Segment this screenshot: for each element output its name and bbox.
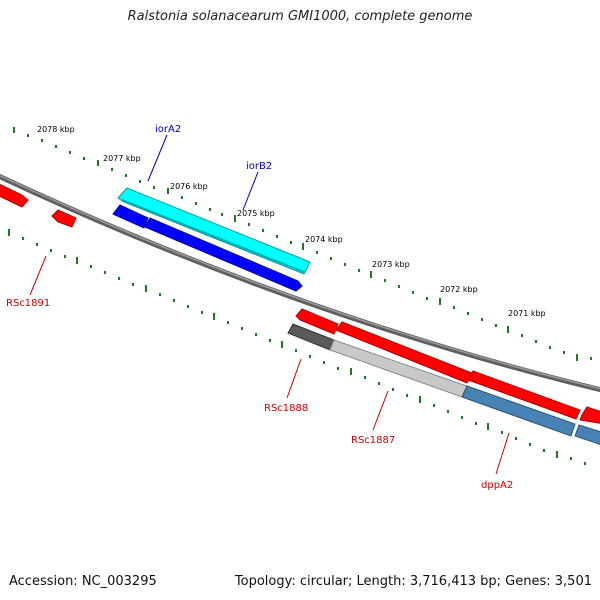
cds-feature-iorB2[interactable] [144,217,303,292]
inner-tick-row [8,229,586,465]
cds-feature-red-upper-4[interactable] [579,406,600,424]
gene-label-rsc1887: RSc1887 [351,435,395,446]
leader-rsc1888 [286,358,302,399]
cds-iorA2-shade [121,199,305,273]
map-title: Ralstonia solanacearum GMI1000, complete… [127,9,473,24]
leader-dppA2 [495,432,510,475]
cds-feature-red-upper-1[interactable] [295,308,339,335]
genome-summary-text: Topology: circular; Length: 3,716,413 bp… [234,574,592,589]
gene-label-rsc1888: RSc1888 [264,403,308,414]
scale-label-2074: 2074 kbp [305,235,343,244]
genome-backbone-highlight [0,174,600,390]
cds-feature-rsc1891[interactable] [51,209,77,228]
cds-feature-steel-right[interactable] [574,424,600,446]
leader-rsc1887 [372,390,389,431]
cds-feature-dppA2[interactable] [461,385,576,437]
gene-label-iorB2: iorB2 [246,161,272,172]
scale-label-2076: 2076 kbp [170,182,208,191]
scale-label-2072: 2072 kbp [440,285,478,294]
gene-label-rsc1891: RSc1891 [6,298,50,309]
cds-feature-iorA2[interactable] [117,187,311,275]
scale-label-2071: 2071 kbp [508,309,546,318]
cds-feature-red-upper-3[interactable] [467,370,581,420]
scale-label-2075: 2075 kbp [237,209,275,218]
outer-tick-row [13,127,592,361]
gene-label-dppA2: dppA2 [481,480,513,491]
cds-feature-iorB2-small[interactable] [112,204,149,229]
leader-iorB2 [242,171,259,211]
cds-feature-left-red[interactable] [0,182,29,208]
genome-backbone [0,173,600,393]
scale-label-2073: 2073 kbp [372,260,410,269]
leader-rsc1891 [29,255,47,296]
accession-text: Accession: NC_003295 [9,574,157,589]
leader-iorA2 [147,134,168,182]
scale-label-2077: 2077 kbp [103,154,141,163]
gene-label-iorA2: iorA2 [155,124,181,135]
scale-label-2078: 2078 kbp [37,125,75,134]
